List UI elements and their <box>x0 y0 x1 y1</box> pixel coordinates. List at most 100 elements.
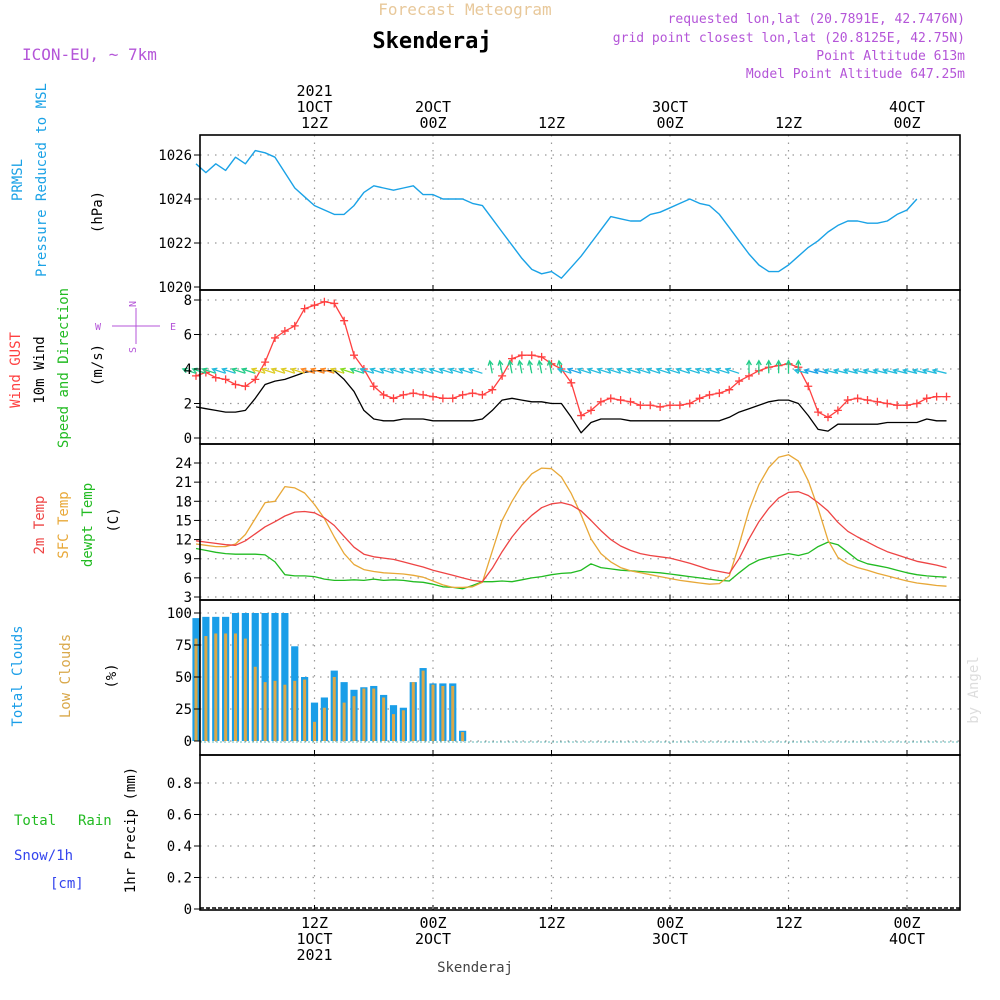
wind-gust-marker <box>261 358 270 367</box>
wind-direction-arrow <box>291 368 305 374</box>
wind-direction-arrow <box>834 369 848 374</box>
wind-gust-marker <box>409 389 418 398</box>
wind-direction-arrow <box>360 368 374 374</box>
wind-direction-arrow <box>715 368 730 374</box>
wind-gust-marker <box>438 394 447 403</box>
wind-direction-arrow <box>636 368 651 374</box>
wind-direction-arrow <box>676 368 690 374</box>
wind-y-tick-label: 0 <box>184 431 192 447</box>
rain-label: Rain <box>78 813 112 829</box>
bottom-time-label: 00Z <box>656 914 683 932</box>
wind-gust-marker <box>577 411 586 420</box>
wind-direction-arrowhead <box>813 368 820 374</box>
wind-direction-arrow <box>696 368 710 374</box>
wind-direction-arrowhead <box>755 359 762 366</box>
wind-gust-marker <box>537 352 546 361</box>
low-clouds-label: Low Clouds <box>58 634 74 718</box>
wind-gust-marker <box>903 401 911 410</box>
wind-direction-arrow <box>557 368 572 374</box>
wind-direction-arrowhead <box>765 359 772 366</box>
bottom-time-label: 2021 <box>296 946 332 964</box>
pressure-y-tick-label: 1026 <box>158 148 192 164</box>
wind-direction-arrow <box>518 360 523 374</box>
wind-direction-arrow <box>469 368 483 374</box>
bottom-time-label: 12Z <box>775 914 802 932</box>
wind-direction-arrowhead <box>201 367 208 374</box>
t2m-temp-line <box>195 491 947 583</box>
requested-location: requested lon,lat (20.7891E, 42.7476N) <box>668 12 965 27</box>
wind-direction-arrowhead <box>349 367 356 374</box>
clouds-y-tick-label: 0 <box>184 734 192 750</box>
wind-gust-marker <box>824 413 832 422</box>
compass-n: N <box>128 301 139 307</box>
total-clouds-label: Total Clouds <box>10 625 26 726</box>
wind-gust-marker <box>310 301 319 310</box>
wind-gust-marker <box>231 380 240 389</box>
wind-gust-marker <box>517 351 526 360</box>
wind-direction-arrowhead <box>319 367 327 374</box>
wind-direction-arrowhead <box>695 367 702 374</box>
wind-direction-arrow <box>499 360 503 374</box>
wind-gust-line <box>195 301 947 418</box>
wind-direction-arrow <box>439 368 453 374</box>
wind-direction-arrow <box>548 360 553 374</box>
wind-direction-arrow <box>449 368 463 374</box>
wind-direction-arrowhead <box>775 359 782 366</box>
wind-gust-marker <box>636 401 645 410</box>
compass-s: S <box>128 347 139 353</box>
wind-direction-arrow <box>913 369 927 374</box>
chart-title: Skenderaj <box>372 29 491 54</box>
low-clouds-bar <box>194 638 198 741</box>
wind-direction-arrowhead <box>566 367 574 374</box>
rain-total-label: Total <box>14 813 56 829</box>
wind-gust-marker <box>320 297 329 306</box>
wind-direction-arrow <box>794 369 809 374</box>
chart-subtitle: Forecast Meteogram <box>378 0 551 19</box>
wind-gust-marker <box>448 394 457 403</box>
compass-w: W <box>95 322 102 333</box>
wind-direction-arrow <box>380 368 394 374</box>
top-time-label: 12Z <box>538 114 565 132</box>
wind-direction-arrow <box>824 369 839 374</box>
total-clouds-bar <box>281 613 289 741</box>
wind-direction-arrowhead <box>746 359 752 366</box>
wind-direction-arrowhead <box>458 367 465 374</box>
wind-direction-arrow <box>932 369 947 374</box>
wind-unit: (m/s) <box>90 344 106 386</box>
bottom-time-label: 00Z <box>419 914 446 932</box>
top-time-label: 4OCT <box>889 98 925 116</box>
temperature-y-tick-label: 6 <box>184 571 192 587</box>
low-clouds-bar <box>243 638 247 741</box>
wind-direction-arrow <box>301 368 315 374</box>
wind-direction-arrowhead <box>290 367 297 374</box>
low-clouds-bar <box>214 633 218 741</box>
wind-gust-marker <box>567 378 576 387</box>
wind-gust-marker <box>399 390 408 399</box>
low-clouds-bar <box>293 680 297 741</box>
wind-gust-marker <box>458 390 467 399</box>
wind-gust-marker <box>626 397 635 406</box>
wind-gust-marker <box>271 333 279 342</box>
wind-direction-arrowhead <box>428 367 435 374</box>
wind-direction-arrow <box>617 368 631 374</box>
sfc-label: SFC Temp <box>56 491 72 558</box>
wind-direction-arrow <box>873 369 888 374</box>
top-time-label: 3OCT <box>652 98 688 116</box>
wind-gust-marker <box>340 316 349 325</box>
wind-direction-arrowhead <box>714 367 722 374</box>
temperature-y-tick-label: 24 <box>175 456 192 472</box>
wind-direction-arrow <box>883 369 898 374</box>
wind-gust-marker <box>379 390 388 399</box>
wind-direction-arrow <box>202 368 216 374</box>
wind-direction-arrowhead <box>300 367 307 374</box>
wind-gust-marker <box>606 394 615 403</box>
wind-direction-arrow <box>370 368 384 374</box>
wind-direction-arrow <box>330 368 345 374</box>
wind-gust-marker <box>241 382 250 391</box>
wind-direction-arrow <box>429 368 444 374</box>
wind-direction-arrowhead <box>556 367 564 374</box>
wind-direction-arrowhead <box>921 368 929 374</box>
wind-direction-arrowhead <box>467 367 475 374</box>
wind-gust-marker <box>675 401 684 410</box>
